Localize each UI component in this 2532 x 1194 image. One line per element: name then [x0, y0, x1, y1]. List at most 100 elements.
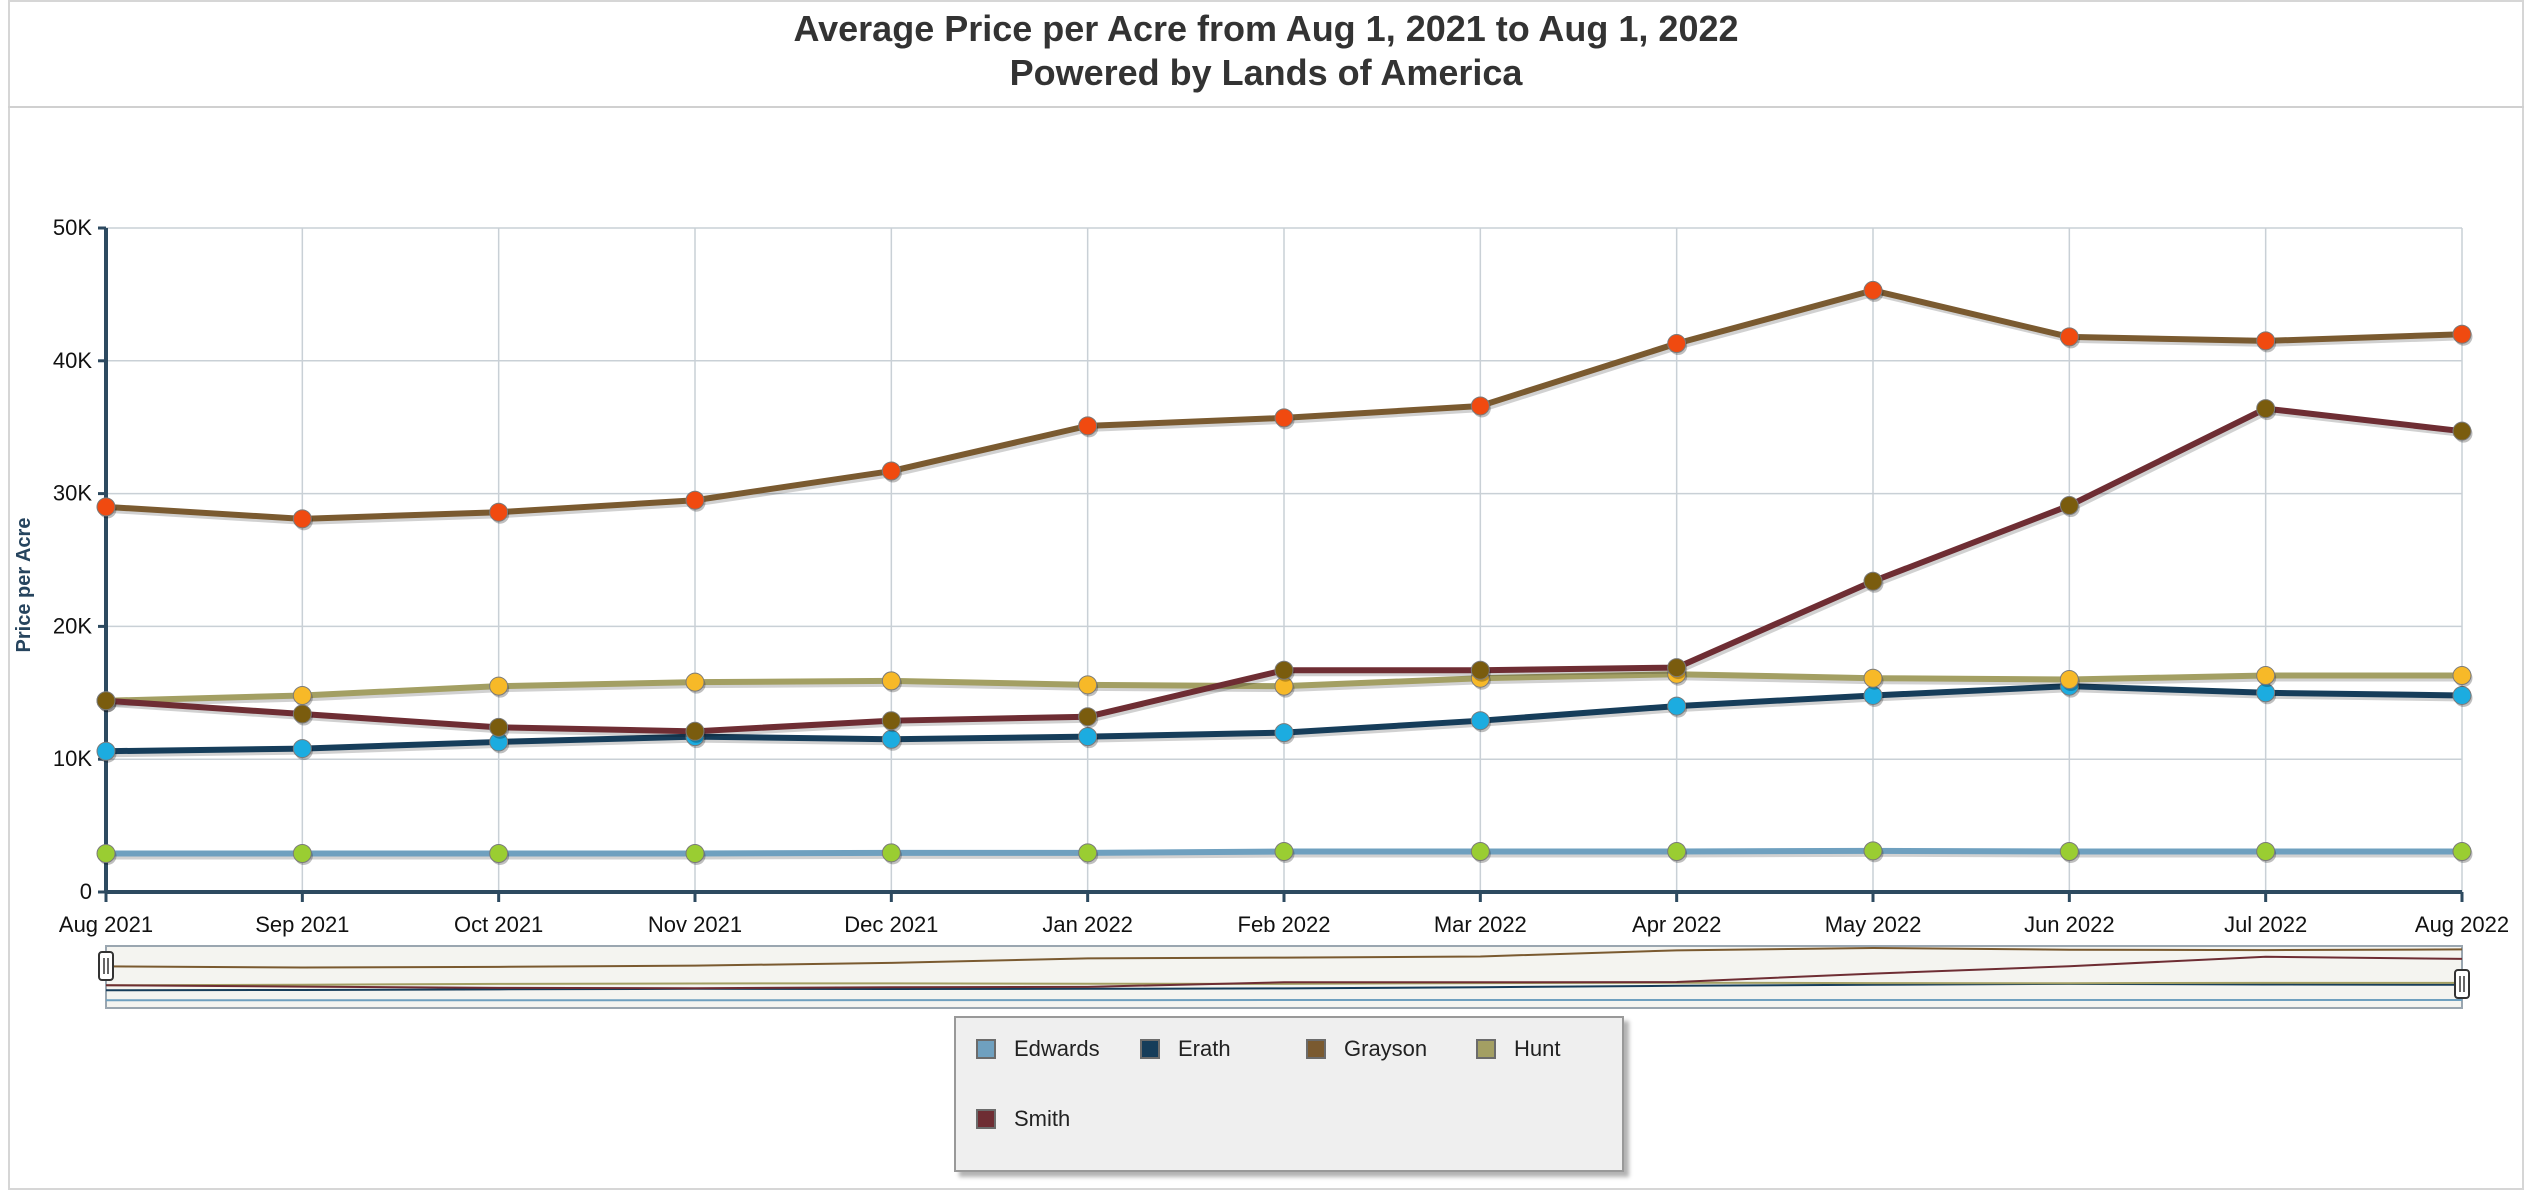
- data-point-hunt[interactable]: [1078, 675, 1098, 695]
- data-point-hunt[interactable]: [489, 676, 509, 696]
- legend-item-hunt[interactable]: Hunt: [1476, 1034, 1560, 1064]
- data-point-smith[interactable]: [1667, 658, 1687, 678]
- data-point-hunt[interactable]: [1863, 668, 1883, 688]
- data-point-grayson[interactable]: [2452, 324, 2472, 344]
- legend-label: Edwards: [1014, 1036, 1100, 1061]
- data-point-smith[interactable]: [2452, 421, 2472, 441]
- data-point-edwards[interactable]: [96, 843, 116, 863]
- data-point-grayson[interactable]: [2059, 327, 2079, 347]
- data-point-grayson[interactable]: [1470, 396, 1490, 416]
- legend: Edwards Erath Grayson Hunt Smith: [954, 1016, 1624, 1172]
- data-point-smith[interactable]: [881, 711, 901, 731]
- data-point-smith[interactable]: [2256, 399, 2276, 419]
- data-point-edwards[interactable]: [2059, 841, 2079, 861]
- x-tick-label: Dec 2021: [844, 912, 938, 937]
- x-tick-label: May 2022: [1825, 912, 1922, 937]
- data-point-erath[interactable]: [1274, 723, 1294, 743]
- chart-frame: [8, 0, 2524, 1190]
- data-point-hunt[interactable]: [881, 671, 901, 691]
- data-point-edwards[interactable]: [1078, 843, 1098, 863]
- data-point-smith[interactable]: [1470, 660, 1490, 680]
- legend-swatch: [976, 1109, 996, 1129]
- series-edwards: [96, 841, 2473, 865]
- data-point-hunt[interactable]: [2452, 666, 2472, 686]
- handle-body: [98, 951, 114, 981]
- data-point-erath[interactable]: [1078, 727, 1098, 747]
- data-point-edwards[interactable]: [1863, 841, 1883, 861]
- data-point-grayson[interactable]: [1078, 416, 1098, 436]
- data-point-smith[interactable]: [1863, 571, 1883, 591]
- range-navigator[interactable]: [98, 945, 2470, 1009]
- navigator-handle-right[interactable]: [2454, 969, 2470, 999]
- chart-subtitle: Powered by Lands of America: [1009, 52, 1523, 93]
- x-tick-label: Sep 2021: [255, 912, 349, 937]
- data-point-edwards[interactable]: [2256, 841, 2276, 861]
- navigator-line-smith: [105, 955, 2463, 990]
- data-point-grayson[interactable]: [489, 502, 509, 522]
- data-point-smith[interactable]: [685, 721, 705, 741]
- x-tick-label: Jun 2022: [2024, 912, 2115, 937]
- data-point-erath[interactable]: [881, 729, 901, 749]
- data-point-hunt[interactable]: [685, 672, 705, 692]
- data-point-edwards[interactable]: [1274, 841, 1294, 861]
- data-point-erath[interactable]: [2452, 685, 2472, 705]
- data-point-grayson[interactable]: [292, 509, 312, 529]
- data-point-smith[interactable]: [292, 704, 312, 724]
- x-tick-label: Aug 2022: [2415, 912, 2509, 937]
- x-tick-label: Feb 2022: [1238, 912, 1331, 937]
- data-point-edwards[interactable]: [881, 843, 901, 863]
- data-point-erath[interactable]: [1470, 711, 1490, 731]
- data-point-edwards[interactable]: [685, 843, 705, 863]
- data-point-grayson[interactable]: [1863, 280, 1883, 300]
- legend-item-grayson[interactable]: Grayson: [1306, 1034, 1427, 1064]
- data-point-edwards[interactable]: [1470, 841, 1490, 861]
- handle-body: [2454, 969, 2470, 999]
- legend-item-smith[interactable]: Smith: [976, 1104, 1070, 1134]
- data-point-smith[interactable]: [96, 691, 116, 711]
- navigator-handle-left[interactable]: [98, 951, 114, 981]
- y-axis-title: Price per Acre: [13, 518, 35, 653]
- legend-swatch: [976, 1039, 996, 1059]
- data-point-edwards[interactable]: [292, 843, 312, 863]
- data-point-edwards[interactable]: [2452, 841, 2472, 861]
- chart-title: Average Price per Acre from Aug 1, 2021 …: [793, 8, 1739, 49]
- legend-item-erath[interactable]: Erath: [1140, 1034, 1231, 1064]
- data-point-grayson[interactable]: [2256, 331, 2276, 351]
- data-point-grayson[interactable]: [96, 497, 116, 517]
- data-point-edwards[interactable]: [489, 843, 509, 863]
- legend-swatch: [1140, 1039, 1160, 1059]
- data-point-hunt[interactable]: [2256, 666, 2276, 686]
- grid: [106, 227, 2463, 892]
- navigator-line-grayson: [105, 946, 2463, 969]
- series-smith: [96, 399, 2473, 743]
- data-point-smith[interactable]: [2059, 496, 2079, 516]
- x-tick-label: Nov 2021: [648, 912, 742, 937]
- series-grayson: [96, 280, 2473, 531]
- data-point-grayson[interactable]: [1667, 334, 1687, 354]
- data-point-edwards[interactable]: [1667, 841, 1687, 861]
- x-tick-label: Aug 2021: [59, 912, 153, 937]
- legend-item-edwards[interactable]: Edwards: [976, 1034, 1100, 1064]
- series-hunt: [96, 664, 2473, 713]
- y-tick-label: 30K: [53, 481, 92, 506]
- navigator-track[interactable]: [105, 945, 2463, 1009]
- data-point-hunt[interactable]: [2059, 670, 2079, 690]
- legend-label: Smith: [1014, 1106, 1071, 1131]
- data-point-grayson[interactable]: [1274, 408, 1294, 428]
- data-point-erath[interactable]: [1667, 696, 1687, 716]
- data-point-smith[interactable]: [489, 717, 509, 737]
- data-point-erath[interactable]: [292, 739, 312, 759]
- data-point-smith[interactable]: [1274, 660, 1294, 680]
- data-point-grayson[interactable]: [881, 461, 901, 481]
- legend-label: Grayson: [1344, 1036, 1428, 1061]
- data-point-smith[interactable]: [1078, 707, 1098, 727]
- y-tick-label: 40K: [53, 348, 92, 373]
- data-point-grayson[interactable]: [685, 490, 705, 510]
- data-point-erath[interactable]: [96, 741, 116, 761]
- data-point-hunt[interactable]: [292, 685, 312, 705]
- chart-header: Average Price per Acre from Aug 1, 2021 …: [8, 0, 2524, 108]
- x-tick-label: Apr 2022: [1632, 912, 1721, 937]
- x-tick-label: Mar 2022: [1434, 912, 1527, 937]
- series: [96, 280, 2473, 865]
